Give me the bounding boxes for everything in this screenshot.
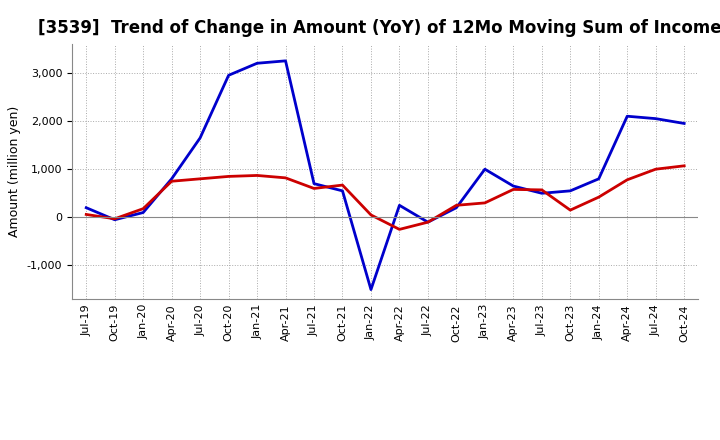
Ordinary Income bbox=[652, 116, 660, 121]
Net Income bbox=[338, 183, 347, 188]
Net Income bbox=[652, 167, 660, 172]
Net Income bbox=[680, 163, 688, 169]
Net Income bbox=[225, 174, 233, 179]
Line: Net Income: Net Income bbox=[86, 166, 684, 229]
Net Income bbox=[366, 212, 375, 217]
Ordinary Income bbox=[566, 188, 575, 194]
Ordinary Income bbox=[310, 181, 318, 186]
Ordinary Income bbox=[338, 188, 347, 194]
Ordinary Income bbox=[452, 205, 461, 210]
Title: [3539]  Trend of Change in Amount (YoY) of 12Mo Moving Sum of Incomes: [3539] Trend of Change in Amount (YoY) o… bbox=[38, 19, 720, 37]
Ordinary Income bbox=[680, 121, 688, 126]
Ordinary Income bbox=[139, 210, 148, 215]
Ordinary Income bbox=[595, 176, 603, 181]
Net Income bbox=[139, 206, 148, 211]
Net Income bbox=[310, 186, 318, 191]
Net Income bbox=[82, 212, 91, 217]
Y-axis label: Amount (million yen): Amount (million yen) bbox=[8, 106, 21, 237]
Net Income bbox=[253, 173, 261, 178]
Ordinary Income bbox=[423, 220, 432, 225]
Ordinary Income bbox=[82, 205, 91, 210]
Net Income bbox=[452, 203, 461, 208]
Net Income bbox=[282, 175, 290, 180]
Legend: Ordinary Income, Net Income: Ordinary Income, Net Income bbox=[222, 439, 548, 440]
Net Income bbox=[509, 187, 518, 192]
Net Income bbox=[167, 179, 176, 184]
Ordinary Income bbox=[509, 183, 518, 189]
Ordinary Income bbox=[537, 191, 546, 196]
Ordinary Income bbox=[395, 203, 404, 208]
Ordinary Income bbox=[480, 167, 489, 172]
Line: Ordinary Income: Ordinary Income bbox=[86, 61, 684, 290]
Ordinary Income bbox=[282, 58, 290, 63]
Net Income bbox=[537, 187, 546, 193]
Net Income bbox=[595, 194, 603, 200]
Ordinary Income bbox=[225, 73, 233, 78]
Net Income bbox=[196, 176, 204, 181]
Ordinary Income bbox=[167, 176, 176, 181]
Net Income bbox=[623, 177, 631, 183]
Net Income bbox=[395, 227, 404, 232]
Ordinary Income bbox=[366, 287, 375, 292]
Net Income bbox=[110, 216, 119, 221]
Net Income bbox=[566, 208, 575, 213]
Ordinary Income bbox=[196, 135, 204, 140]
Net Income bbox=[423, 220, 432, 225]
Ordinary Income bbox=[110, 217, 119, 222]
Ordinary Income bbox=[253, 61, 261, 66]
Net Income bbox=[480, 200, 489, 205]
Ordinary Income bbox=[623, 114, 631, 119]
